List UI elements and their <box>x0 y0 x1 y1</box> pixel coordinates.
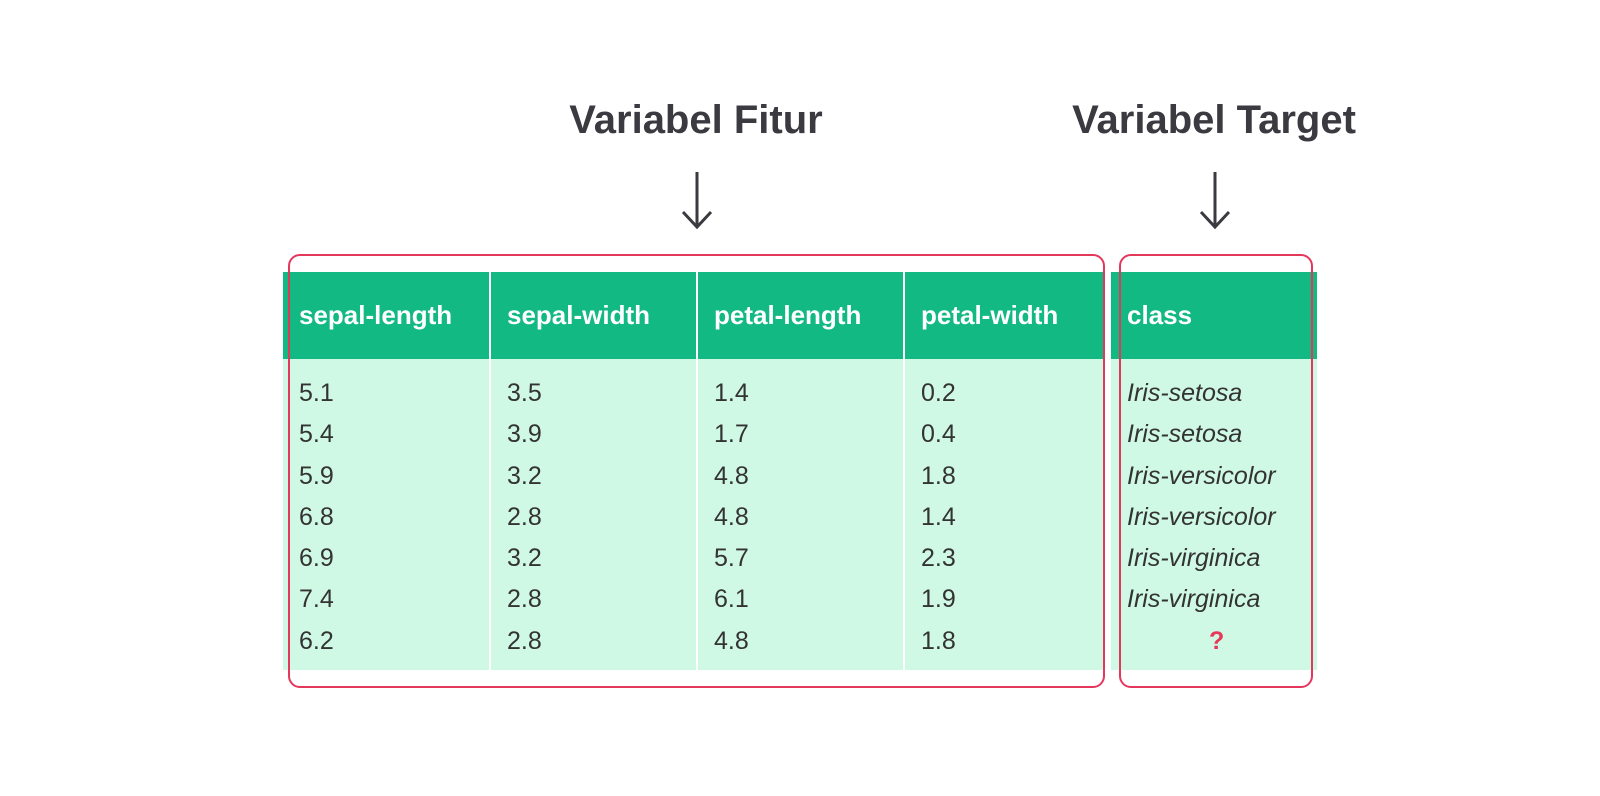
table-cell: 0.2 <box>921 379 956 407</box>
column-header-class: class <box>1111 272 1317 359</box>
column-petal-length: 1.4 1.7 4.8 4.8 5.7 6.1 4.8 <box>698 359 903 670</box>
arrow-down-icon <box>1199 172 1231 230</box>
column-header-petal-length: petal-length <box>698 272 903 359</box>
feature-columns-highlight <box>288 254 1105 688</box>
table-cell: 1.4 <box>714 379 749 407</box>
target-variable-title: Variabel Target <box>1072 98 1356 142</box>
column-class: Iris-setosa Iris-setosa Iris-versicolor … <box>1111 359 1317 670</box>
table-cell: Iris-virginica <box>1127 544 1261 573</box>
table-cell: Iris-setosa <box>1127 420 1243 449</box>
table-cell: 4.8 <box>714 626 749 655</box>
table-cell: 5.4 <box>299 420 334 449</box>
table-cell: 5.9 <box>299 461 334 490</box>
column-sepal-length: 5.1 5.4 5.9 6.8 6.9 7.4 6.2 <box>283 359 489 670</box>
table-cell: 1.8 <box>921 461 956 490</box>
table-cell: 1.9 <box>921 585 956 614</box>
table-cell: 6.8 <box>299 502 334 531</box>
table-cell: 3.2 <box>507 461 542 490</box>
table-cell: 7.4 <box>299 585 334 614</box>
table-cell: 2.8 <box>507 585 542 614</box>
table-cell: 0.4 <box>921 420 956 449</box>
table-cell: 5.7 <box>714 544 749 573</box>
unknown-class-mark: ? <box>1209 626 1225 655</box>
table-cell: 3.9 <box>507 420 542 449</box>
table-cell: Iris-versicolor <box>1127 502 1276 531</box>
table-cell: 2.3 <box>921 544 956 573</box>
table-cell: Iris-versicolor <box>1127 461 1276 490</box>
table-cell: 5.1 <box>299 379 334 407</box>
column-header-sepal-width: sepal-width <box>491 272 696 359</box>
table-cell: 3.2 <box>507 544 542 573</box>
column-header-sepal-length: sepal-length <box>283 272 489 359</box>
table-cell: 2.8 <box>507 626 542 655</box>
table-cell: 6.1 <box>714 585 749 614</box>
table-cell: 1.4 <box>921 502 956 531</box>
column-header-petal-width: petal-width <box>905 272 1105 359</box>
table-cell: Iris-setosa <box>1127 379 1243 407</box>
table-cell: 3.5 <box>507 379 542 407</box>
table-cell: 2.8 <box>507 502 542 531</box>
table-cell: 4.8 <box>714 502 749 531</box>
table-cell: 6.2 <box>299 626 334 655</box>
table-cell: 6.9 <box>299 544 334 573</box>
table-cell: 1.7 <box>714 420 749 449</box>
column-sepal-width: 3.5 3.9 3.2 2.8 3.2 2.8 2.8 <box>491 359 696 670</box>
column-petal-width: 0.2 0.4 1.8 1.4 2.3 1.9 1.8 <box>905 359 1105 670</box>
arrow-down-icon <box>681 172 713 230</box>
feature-variable-title: Variabel Fitur <box>569 98 823 142</box>
table-cell: Iris-virginica <box>1127 585 1261 614</box>
target-column-highlight <box>1119 254 1313 688</box>
table-cell: 1.8 <box>921 626 956 655</box>
table-cell: 4.8 <box>714 461 749 490</box>
